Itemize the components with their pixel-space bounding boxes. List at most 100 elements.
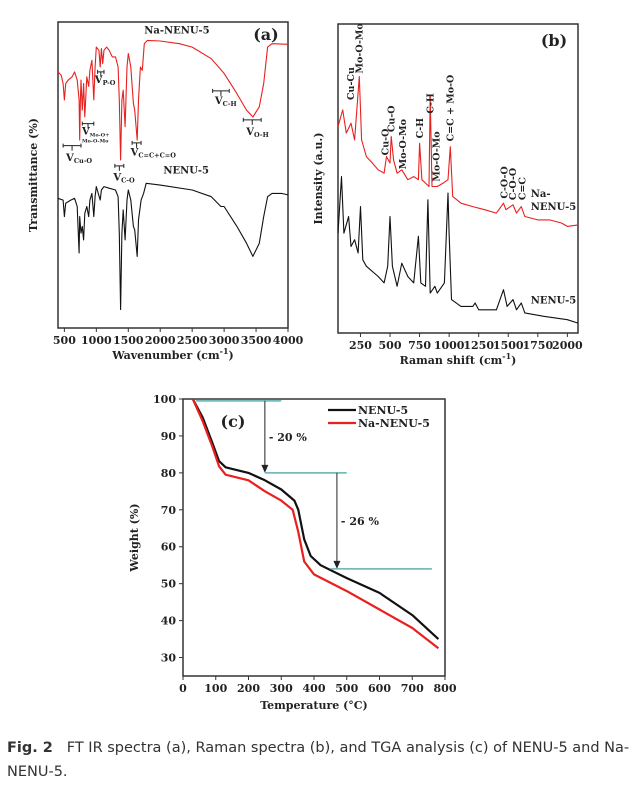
peak-label: Mo-O-Mo [432,131,443,181]
series-line-nenu-5 [191,398,440,640]
series-label: Na- [531,189,551,200]
y-axis-label: Weight (%) [128,503,141,572]
annotation-label: VO-H [245,127,269,139]
annotation-bracket [62,143,82,151]
caption-label: Fig. 2 [7,740,53,756]
plot-frame [57,21,289,329]
peak-label: C=C [518,177,529,201]
peak-label: Cu-O [380,129,391,156]
x-axis-label-text: Temperature (°C) [260,699,368,712]
x-tick-label: 0 [179,682,187,695]
annotation-sub: C-H [223,100,237,108]
panel-a: 500 1000 1500 2000 2500 3000 3500 4000 Wavenumbe… [27,21,304,362]
annotation-label: VCu-O [65,153,92,165]
x-axis-label: Temperature (°C) [260,699,368,712]
annotation-bracket [97,69,105,77]
caption-text: FT IR spectra (a), Raman spectra (b), an… [7,740,630,780]
legend-label: NENU-5 [358,404,408,417]
panel-label: (c) [221,412,246,431]
x-tick-label: 3000 [209,334,240,347]
x-axis-label: Wavenumber (cm-1) [111,346,234,362]
x-tick-label: 750 [408,339,431,352]
series-label: Na-NENU-5 [144,26,209,37]
legend-label: Na-NENU-5 [358,417,430,430]
x-tick-label: 400 [303,682,326,695]
annotation-main: V [65,153,74,164]
x-tick-label: 500 [53,334,76,347]
annotation-bracket [114,163,125,171]
y-tick-label: 50 [161,578,177,591]
peak-label: C=C + Mo-O [446,75,457,142]
x-axis-label-sup: -1 [220,346,229,356]
x-tick-label: 300 [270,682,293,695]
annotation-sub: O-H [254,131,269,139]
x-axis-label-close: ) [511,354,516,367]
annotation-label: VMo-O+ [81,126,109,138]
annotation-sub: C=C+C=O [138,152,176,160]
annotation-label: VC-H [214,96,237,108]
annotation-bracket [212,88,230,96]
x-tick-label: 1500 [493,339,524,352]
x-tick-label: 700 [401,682,424,695]
annotation-bracket [242,117,262,125]
x-tick-label: 800 [434,682,457,695]
y-tick-label: 40 [161,615,177,628]
x-tick-label: 1250 [463,339,494,352]
peak-label: C-O-O [508,168,519,200]
peak-label: Cu-O [386,105,397,132]
x-tick-label: 3500 [241,334,272,347]
series-line-na-nenu-5 [337,75,579,227]
y-tick-label: 30 [161,652,177,665]
x-tick-label: 100 [204,682,227,695]
arrow-head-icon [261,464,269,473]
x-axis-label-text: Wavenumber (cm [111,349,220,362]
x-tick-label: 200 [237,682,260,695]
x-tick-label: 1750 [522,339,553,352]
y-tick-label: 100 [153,393,176,406]
step-label: - 26 % [341,515,380,528]
x-tick-label: 500 [335,682,358,695]
y-axis-label: Transmittance (%) [27,118,40,232]
x-tick-label: 250 [349,339,372,352]
x-axis-label: Raman shift (cm-1) [400,351,517,367]
y-axis-label: Intensity (a.u.) [312,132,325,224]
annotation-main: V [245,127,254,138]
annotation-sub: Mo-O+ [90,132,110,138]
y-tick-label: 70 [161,504,177,517]
peak-label: C-H [425,93,436,114]
annotation-main: V [214,96,223,107]
arrow-head-icon [333,560,341,569]
annotation-label: VP-O [94,75,116,87]
peak-label: Mo-O-Mo [354,23,365,73]
annotation-sub: C-O [121,177,135,185]
panel-label: (a) [253,25,279,44]
figure: 500 1000 1500 2000 2500 3000 3500 4000Wavenumbe… [27,21,583,712]
series-line-nenu-5 [57,182,289,311]
series-label: NENU-5 [531,202,577,213]
annotation-bracket [131,140,142,148]
series-label: NENU-5 [163,165,209,176]
step-label: - 20 % [269,431,308,444]
x-axis-label-sup: -1 [502,351,511,361]
peak-label: C-H [415,118,426,139]
x-tick-label: 1000 [81,334,112,347]
figure-caption: Fig. 2 FT IR spectra (a), Raman spectra … [7,736,632,784]
series-line-na-nenu-5 [191,398,440,650]
series-line-na-nenu-5 [57,39,289,161]
annotation-main: V [94,75,103,86]
annotation-sub2: Mo-O-Mo [82,138,109,144]
y-tick-label: 60 [161,541,177,554]
annotation-main: V [130,148,139,159]
x-tick-label: 2000 [145,334,176,347]
peak-label: Mo-O-Mo [398,119,409,169]
x-tick-label: 2000 [552,339,583,352]
peak-label: C-O-O [500,166,511,198]
y-tick-label: 80 [161,467,177,480]
peak-label: Cu-Cu [346,67,357,100]
series-label: NENU-5 [531,296,577,307]
annotation-label: VC=C+C=O [130,148,177,160]
x-tick-label: 600 [368,682,391,695]
annotation-sub: P-O [103,79,116,87]
panel-label: (b) [541,31,567,50]
